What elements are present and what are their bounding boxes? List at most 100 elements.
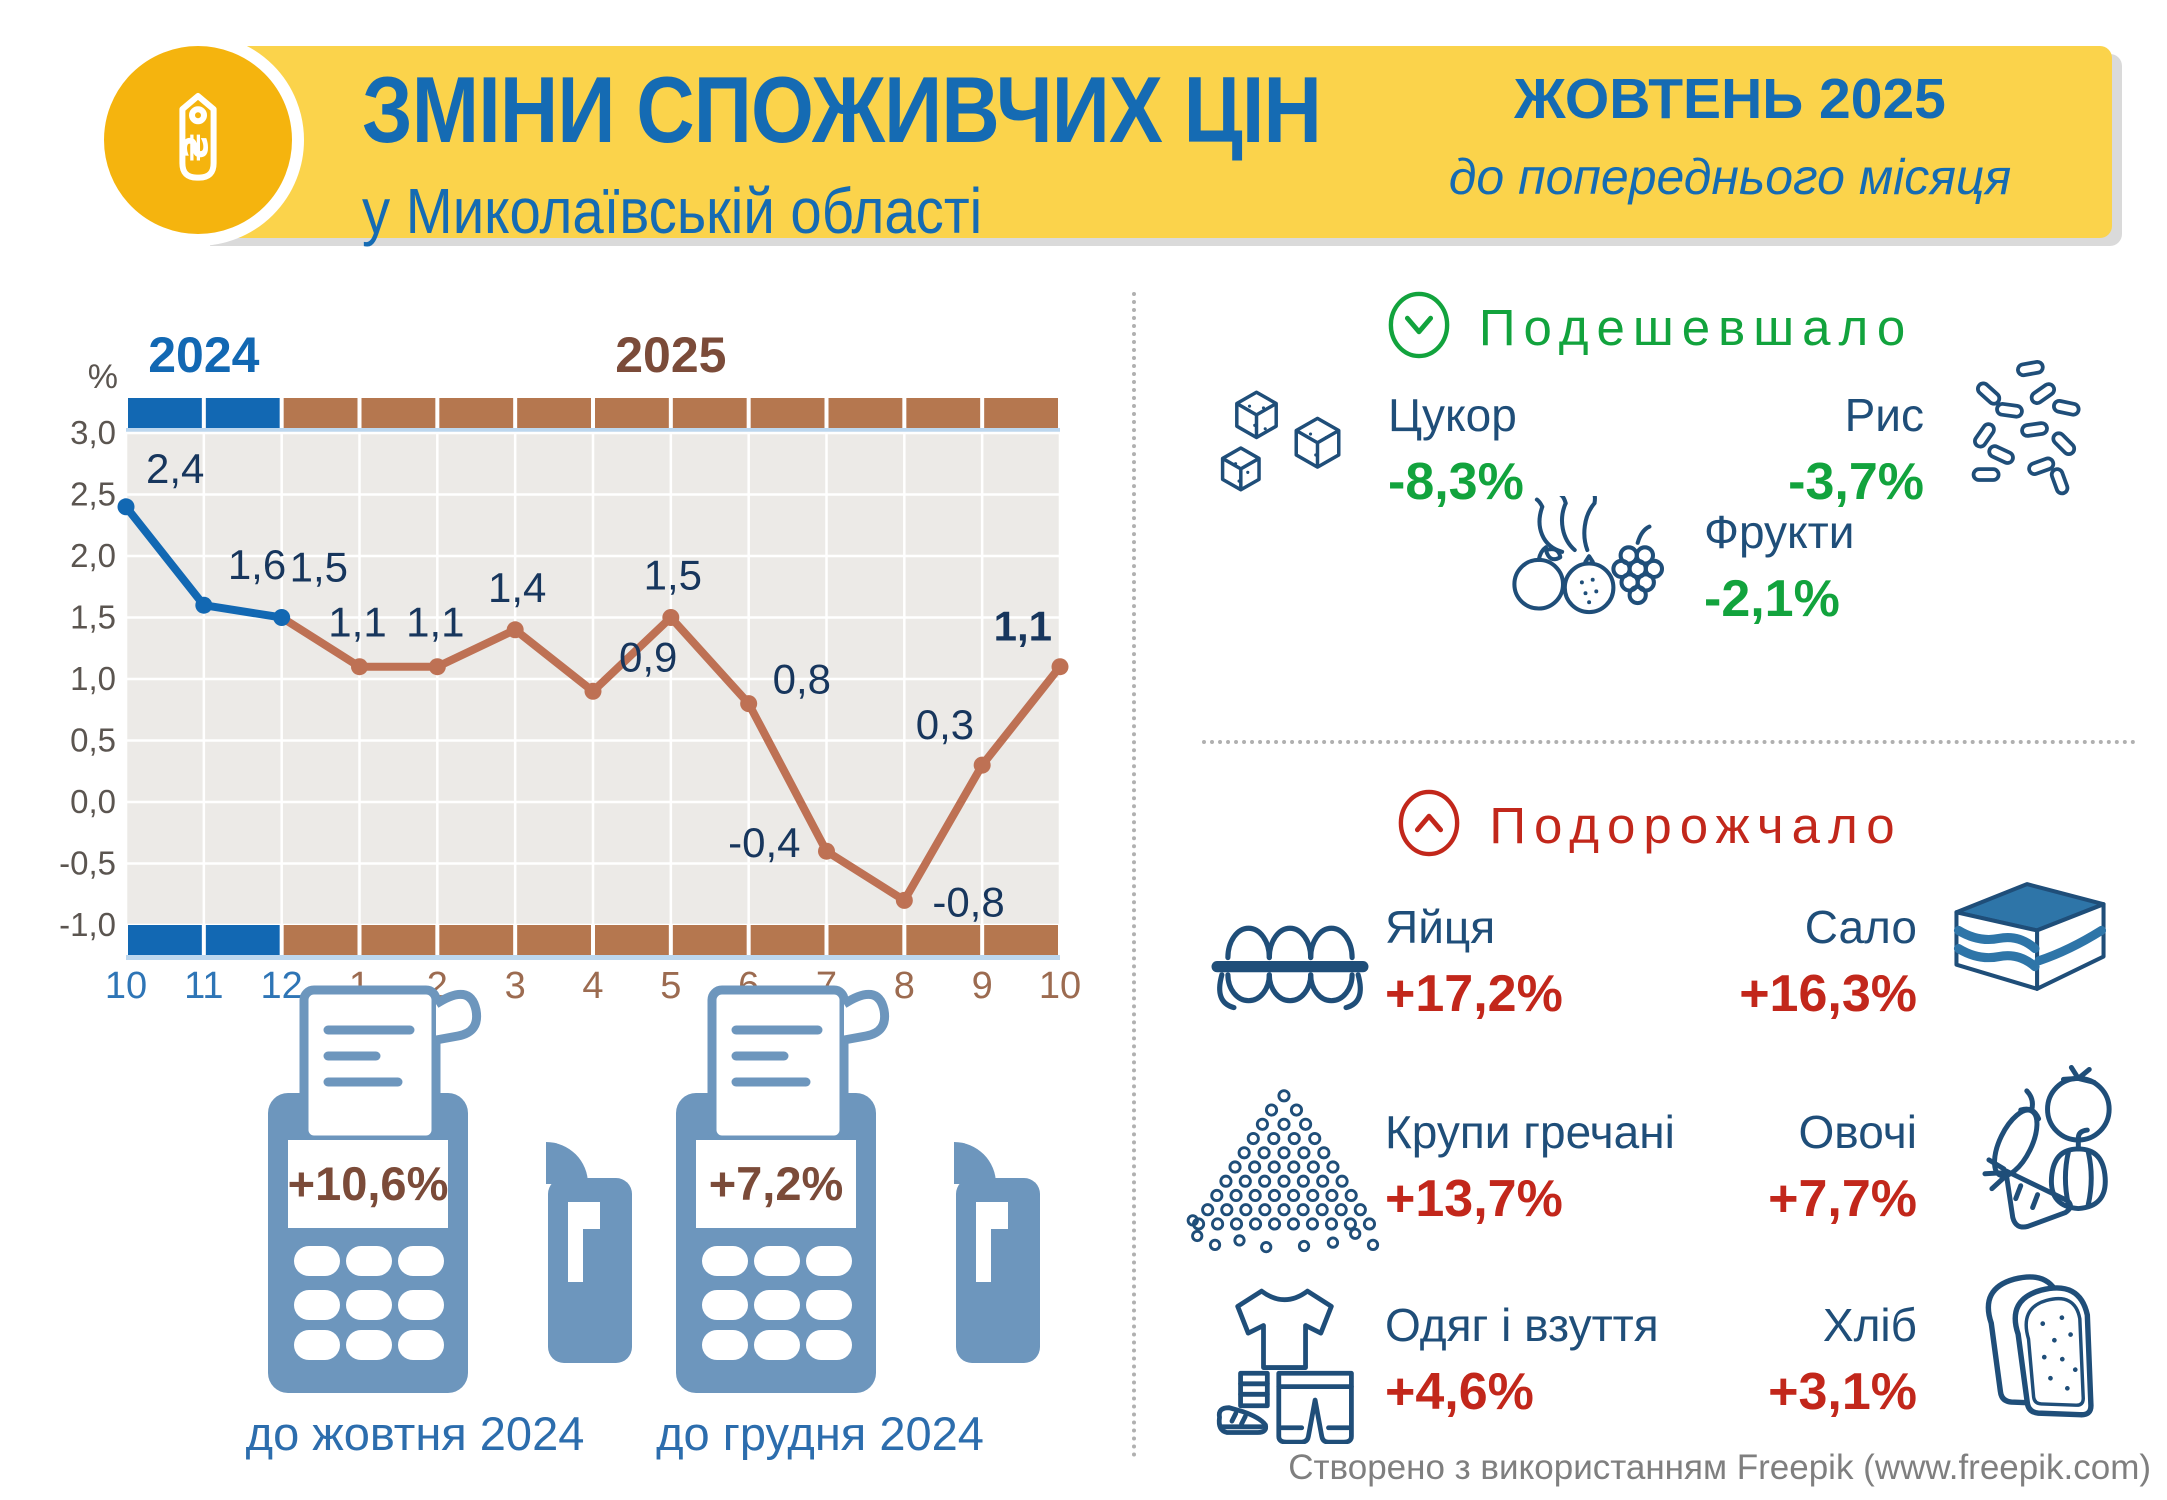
svg-text:1,0: 1,0 <box>70 660 116 697</box>
product-name: Яйця <box>1385 901 1496 953</box>
svg-text:₴: ₴ <box>177 133 216 162</box>
svg-text:2,5: 2,5 <box>70 476 116 513</box>
rice-grains-icon <box>1971 359 2081 496</box>
pos-terminal-svg: +10,6% <box>268 985 632 1393</box>
page-subtitle: у Миколаївській області <box>362 175 983 247</box>
period-title: ЖОВТЕНЬ 2025 <box>1514 67 1946 131</box>
terminal-display-value: +10,6% <box>288 1157 449 1210</box>
price-trend-chart: 2024 2025% 3,0 2,5 2,0 1,5 1,0 0,5 0,0 -0,5 -1,0 1… <box>38 327 1100 1020</box>
period-block: ЖОВТЕНЬ 2025 до попереднього місяця <box>1400 66 2060 206</box>
svg-text:-0,8: -0,8 <box>932 878 1004 925</box>
terminal-display <box>696 1140 856 1228</box>
svg-text:10: 10 <box>105 965 147 1007</box>
svg-text:0,5: 0,5 <box>70 722 116 759</box>
svg-text:1,5: 1,5 <box>70 599 116 636</box>
svg-text:5: 5 <box>660 965 681 1007</box>
chevron-down-circle-icon <box>1387 290 1451 365</box>
sugar-cubes-icon <box>1220 390 1341 492</box>
product-icon-wrap <box>1190 892 1390 1030</box>
section-title: Подорожчало <box>1489 797 1903 854</box>
product-value: +4,6% <box>1385 1363 1534 1421</box>
product-item: Цукор -8,3% <box>1388 388 1524 512</box>
svg-text:9: 9 <box>972 965 993 1007</box>
gridlines <box>124 431 1062 927</box>
product-name: Одяг і взуття <box>1385 1299 1659 1351</box>
svg-text:0,0: 0,0 <box>70 783 116 820</box>
svg-text:10: 10 <box>1039 965 1081 1007</box>
svg-text:12: 12 <box>261 965 303 1007</box>
year-labels: 2024 2025 <box>148 327 726 383</box>
svg-text:1,5: 1,5 <box>290 544 348 591</box>
receipt-icon <box>707 985 890 1145</box>
point-labels: 2,41,6 1,51,1 1,11,40,91,50,8-0,4-0,80,31,… <box>146 445 1052 926</box>
clothes-shoes-icon <box>1216 1288 1354 1445</box>
product-name: Сало <box>1804 901 1917 953</box>
top-year-strip <box>126 398 1060 433</box>
svg-text:-0,5: -0,5 <box>59 845 116 882</box>
product-value: +16,3% <box>1739 965 1917 1023</box>
product-value: -3,7% <box>1788 453 1924 511</box>
chevron-up-circle-icon <box>1397 788 1461 863</box>
terminal-caption: до жовтня 2024 <box>245 1407 585 1460</box>
pos-terminal-icon: +10,6% <box>260 978 640 1428</box>
svg-text:2025: 2025 <box>615 330 726 383</box>
product-item: Яйця +17,2% <box>1385 900 1563 1024</box>
buckwheat-pile-icon <box>1186 1089 1380 1254</box>
receipt-icon <box>299 985 482 1145</box>
footer-credit: Створено з використанням Freepik (www.fr… <box>1288 1448 2151 1487</box>
section-header-pricier: Подорожчало <box>1300 788 2000 863</box>
product-value: -8,3% <box>1388 453 1524 511</box>
terminal-display-value: +7,2% <box>709 1157 844 1210</box>
terminal-keypad <box>702 1246 852 1360</box>
svg-text:0,8: 0,8 <box>773 656 831 703</box>
bread-icon <box>1985 1274 2094 1418</box>
terminal-caption: до грудня 2024 <box>656 1407 984 1460</box>
header-banner <box>200 46 2112 238</box>
product-icon-wrap <box>1490 493 1690 622</box>
product-item: Хліб +3,1% <box>1768 1298 1917 1422</box>
svg-text:3: 3 <box>505 965 526 1007</box>
svg-text:-0,4: -0,4 <box>728 819 800 866</box>
product-item: Рис -3,7% <box>1788 388 1924 512</box>
horizontal-dotted-divider <box>1202 740 2136 744</box>
product-name: Крупи гречані <box>1385 1106 1675 1158</box>
product-icon-wrap <box>1196 1272 1374 1445</box>
product-value: +13,7% <box>1385 1170 1563 1228</box>
product-icon-wrap <box>1968 1246 2136 1428</box>
price-tag-hryvnia-icon: ₴ <box>138 78 258 203</box>
svg-text:8: 8 <box>894 965 915 1007</box>
pos-terminal-icon: +7,2% <box>668 978 1048 1428</box>
header-title-block: ЗМІНИ СПОЖИВЧИХ ЦІН у Миколаївській обла… <box>362 56 1477 248</box>
chevron-down-circle-icon <box>1388 291 1450 359</box>
card-thumb-shape <box>954 1142 996 1184</box>
product-icon-wrap <box>1946 356 2098 498</box>
svg-text:4: 4 <box>582 965 603 1007</box>
svg-text:1,1: 1,1 <box>406 599 464 646</box>
vegetables-icon <box>1982 1064 2112 1230</box>
product-value: +17,2% <box>1385 965 1563 1023</box>
price-tag-hryvnia-icon: ₴ <box>177 92 217 181</box>
product-value: +7,7% <box>1768 1170 1917 1228</box>
egg-tray-icon <box>1211 925 1369 1011</box>
product-item: Крупи гречані +13,7% <box>1385 1105 1675 1229</box>
y-axis-ticks: 3,0 2,5 2,0 1,5 1,0 0,5 0,0 -0,5 -1,0 <box>59 414 116 943</box>
logo-badge: ₴ <box>92 34 304 246</box>
price-trend-chart-svg: 2024 2025% 3,0 2,5 2,0 1,5 1,0 0,5 0,0 -0,5 -1,0 1… <box>59 327 1081 1007</box>
bottom-year-strip <box>126 925 1060 960</box>
product-value: -2,1% <box>1704 570 1840 628</box>
svg-text:1,1: 1,1 <box>994 603 1052 650</box>
pos-terminal-svg: +7,2% <box>676 985 1040 1393</box>
product-name: Рис <box>1844 389 1924 441</box>
fruits-icon <box>1512 493 1665 615</box>
salo-icon <box>1953 882 2107 991</box>
product-item: Одяг і взуття +4,6% <box>1385 1298 1659 1422</box>
product-icon-wrap <box>1178 1078 1390 1256</box>
product-name: Хліб <box>1822 1299 1917 1351</box>
product-icon-wrap <box>1976 1050 2130 1232</box>
svg-text:-1,0: -1,0 <box>59 906 116 943</box>
product-item: Фрукти -2,1% <box>1704 505 1854 629</box>
section-title: Подешевшало <box>1478 299 1914 356</box>
product-item: Овочі +7,7% <box>1768 1105 1917 1229</box>
svg-text:2,0: 2,0 <box>70 537 116 574</box>
